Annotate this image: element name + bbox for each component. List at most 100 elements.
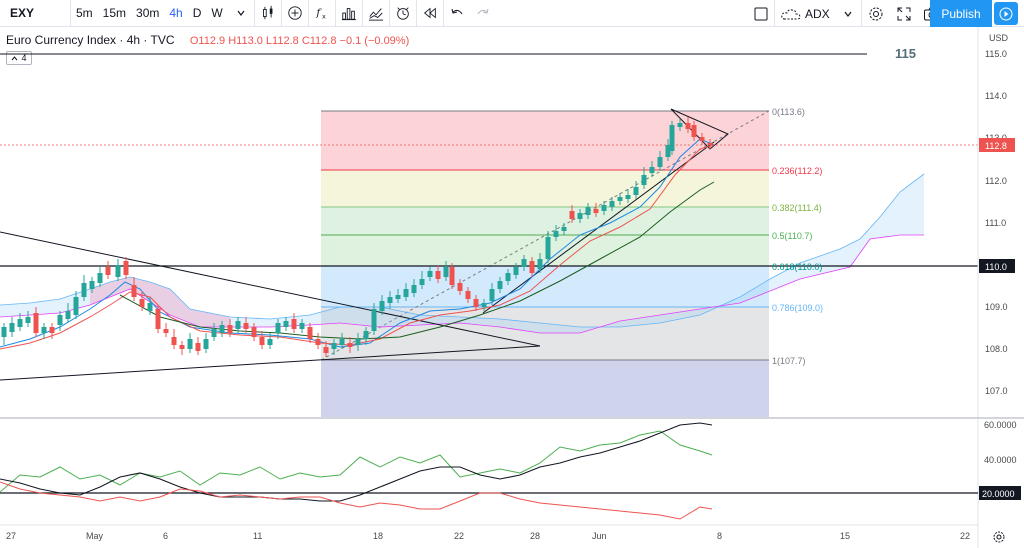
fib-labels: 0(113.6) 0.236(112.2) 0.382(111.4) 0.5(1… xyxy=(772,107,823,366)
change-value: −0.1 (−0.09%) xyxy=(339,35,410,47)
candle xyxy=(489,283,495,305)
toolbar-divider xyxy=(388,0,390,27)
time-tick: May xyxy=(86,531,104,541)
currency-label: USD xyxy=(989,33,1009,43)
toolbar-divider xyxy=(334,0,336,27)
time-axis[interactable]: 27 May 6 11 18 22 28 Jun 8 15 22 xyxy=(0,524,978,541)
candle xyxy=(395,289,401,303)
candle xyxy=(347,337,353,353)
candle xyxy=(307,323,313,343)
time-tick: 27 xyxy=(6,531,16,541)
candle xyxy=(259,331,265,349)
compare-icon[interactable] xyxy=(363,0,389,27)
chart-settings-gear-icon[interactable] xyxy=(993,531,1005,543)
candle xyxy=(371,303,377,335)
chevron-up-icon xyxy=(12,55,18,60)
interval-30m[interactable]: 30m xyxy=(136,6,160,20)
candle xyxy=(267,333,273,349)
candle xyxy=(561,223,567,235)
fib-label: 0.618(110.0) xyxy=(772,262,822,272)
fullscreen-box-icon[interactable] xyxy=(748,0,774,27)
fib-label: 0.236(112.2) xyxy=(772,166,822,176)
chart-canvas[interactable]: USD 115.0 114.0 113.0 112.0 111.0 109.0 … xyxy=(0,27,1024,548)
level-badge xyxy=(979,259,1015,273)
fib-zone-6 xyxy=(321,360,769,417)
plus-circle-icon[interactable] xyxy=(282,0,308,27)
candle xyxy=(443,261,449,281)
fib-zone-2 xyxy=(321,207,769,235)
redo-icon[interactable] xyxy=(470,0,496,27)
time-tick: 8 xyxy=(717,531,722,541)
indicator-template-button[interactable]: ADX xyxy=(775,0,835,27)
price-tick: 112.0 xyxy=(985,176,1007,186)
adx-level-badge xyxy=(979,486,1021,500)
alert-icon[interactable] xyxy=(390,0,416,27)
candle xyxy=(1,323,7,345)
candle xyxy=(669,121,675,155)
interval-15m[interactable]: 15m xyxy=(102,6,127,20)
candle xyxy=(427,267,433,281)
candle xyxy=(57,311,63,331)
candle xyxy=(387,291,393,309)
candle xyxy=(131,277,137,301)
symbol-search-button[interactable]: EXY xyxy=(10,6,35,20)
candle xyxy=(139,291,145,311)
candle xyxy=(641,167,647,189)
play-icon[interactable] xyxy=(994,2,1018,25)
candle xyxy=(657,151,663,171)
gear-icon[interactable] xyxy=(862,0,890,27)
candle xyxy=(569,205,575,223)
triangle-pattern[interactable] xyxy=(0,231,541,381)
price-pane xyxy=(0,53,978,417)
time-tick: 22 xyxy=(454,531,464,541)
adx-plus-di-line xyxy=(0,430,713,493)
toolbar-divider xyxy=(307,0,309,27)
candle xyxy=(553,225,559,241)
candle xyxy=(299,319,305,333)
ma-mid-line xyxy=(0,144,715,350)
bar-chart-icon[interactable] xyxy=(336,0,362,27)
candle xyxy=(331,339,337,355)
candle xyxy=(403,283,409,301)
candles-series[interactable] xyxy=(1,117,713,357)
candle xyxy=(97,267,103,287)
candle xyxy=(379,295,385,315)
chevron-down-icon[interactable] xyxy=(228,0,254,27)
high-value: H113.0 xyxy=(228,35,263,47)
candle xyxy=(105,261,111,279)
interval-4h[interactable]: 4h xyxy=(169,6,183,20)
ma-fast-line xyxy=(0,138,715,348)
fib-zone-4 xyxy=(321,266,769,307)
replay-icon[interactable] xyxy=(417,0,443,27)
fib-label: 0(113.6) xyxy=(772,107,805,117)
candle xyxy=(593,203,599,217)
adx-main-line xyxy=(0,422,713,502)
candle xyxy=(211,323,217,341)
candle xyxy=(235,317,241,333)
svg-text:f: f xyxy=(315,7,322,19)
candle xyxy=(323,341,329,357)
price-axis[interactable]: USD 115.0 114.0 113.0 112.0 111.0 109.0 … xyxy=(977,27,1015,548)
level-value: 110.0 xyxy=(985,262,1007,272)
expand-icon[interactable] xyxy=(890,0,918,27)
candle xyxy=(691,121,697,141)
candle xyxy=(707,139,713,149)
undo-icon[interactable] xyxy=(444,0,470,27)
candles-icon[interactable] xyxy=(255,0,281,27)
price-tick: 114.0 xyxy=(985,91,1007,101)
interval-w[interactable]: W xyxy=(211,6,223,20)
fib-trend-line xyxy=(320,110,770,361)
interval-5m[interactable]: 5m xyxy=(76,6,93,20)
toolbar-divider xyxy=(442,0,444,27)
candle xyxy=(203,333,209,353)
candle xyxy=(685,117,691,133)
chevron-down-icon[interactable] xyxy=(835,0,861,27)
candle xyxy=(465,287,471,303)
interval-d[interactable]: D xyxy=(192,6,202,20)
candle xyxy=(457,279,463,295)
low-value: L112.8 xyxy=(265,35,299,47)
publish-button[interactable]: Publish xyxy=(930,0,992,27)
